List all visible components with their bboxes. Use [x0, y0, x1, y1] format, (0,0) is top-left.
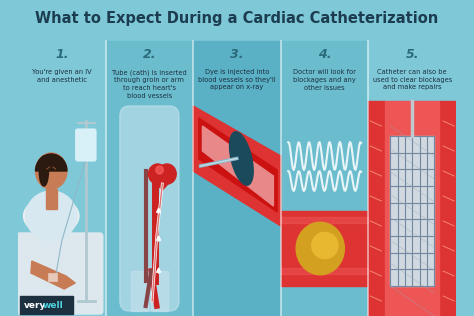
Circle shape	[156, 166, 163, 174]
Ellipse shape	[26, 191, 77, 241]
Circle shape	[148, 164, 167, 184]
Bar	[368, 41, 456, 316]
Bar	[385, 101, 439, 316]
Bar	[20, 296, 73, 314]
Bar	[131, 271, 147, 311]
Circle shape	[158, 164, 176, 184]
Ellipse shape	[312, 232, 338, 258]
Text: 5.: 5.	[405, 48, 419, 62]
Bar	[368, 101, 385, 316]
Bar	[106, 41, 193, 316]
Text: well: well	[43, 301, 64, 309]
Polygon shape	[149, 176, 175, 190]
Polygon shape	[199, 118, 277, 212]
Text: What to Expect During a Cardiac Catheterization: What to Expect During a Cardiac Catheter…	[36, 11, 438, 26]
Bar	[439, 101, 456, 316]
Text: very: very	[24, 301, 46, 309]
Bar	[18, 41, 106, 316]
Ellipse shape	[24, 197, 79, 235]
Text: Catheter can also be
used to clear blockages
and make repairs: Catheter can also be used to clear block…	[373, 69, 452, 90]
Text: 2.: 2.	[143, 48, 156, 62]
Polygon shape	[31, 261, 75, 289]
Bar	[18, 0, 456, 41]
Polygon shape	[202, 126, 273, 206]
Text: Dye is injected into
blood vessels so they'll
appear on x-ray: Dye is injected into blood vessels so th…	[198, 69, 276, 90]
Ellipse shape	[39, 156, 48, 186]
Ellipse shape	[229, 132, 253, 185]
Bar	[47, 273, 57, 281]
Bar	[281, 41, 368, 316]
Text: Tube (cath) is inserted
through groin or arm
to reach heart's
blood vessels: Tube (cath) is inserted through groin or…	[112, 69, 187, 99]
Text: You're given an IV
and anesthetic: You're given an IV and anesthetic	[32, 69, 91, 83]
Text: 4.: 4.	[318, 48, 331, 62]
Polygon shape	[193, 106, 281, 226]
Polygon shape	[281, 268, 368, 274]
Bar	[151, 271, 168, 311]
Ellipse shape	[296, 222, 344, 275]
Polygon shape	[281, 217, 368, 223]
Ellipse shape	[36, 153, 67, 189]
Ellipse shape	[397, 147, 428, 275]
FancyBboxPatch shape	[76, 129, 96, 161]
Polygon shape	[281, 211, 368, 286]
Text: 3.: 3.	[230, 48, 244, 62]
Text: 1.: 1.	[55, 48, 69, 62]
Bar	[390, 136, 434, 286]
Wedge shape	[36, 154, 67, 171]
Text: Doctor will look for
blockages and any
other issues: Doctor will look for blockages and any o…	[293, 69, 356, 90]
FancyBboxPatch shape	[120, 106, 179, 311]
FancyBboxPatch shape	[17, 233, 103, 314]
Bar	[46, 189, 57, 209]
Bar	[193, 41, 281, 316]
